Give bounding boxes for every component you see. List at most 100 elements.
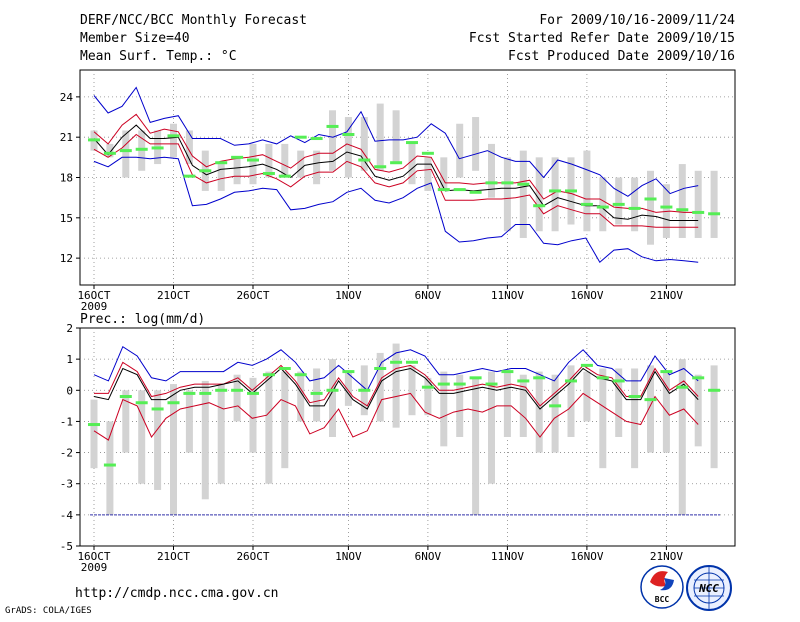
ensemble-bar [503,371,511,437]
ensemble-bar [694,170,702,238]
series-line-max [93,86,699,197]
ensemble-bar [233,374,241,422]
ensemble-bar [519,150,527,238]
ensemble-bar [615,368,623,437]
header-produced-date: Fcst Produced Date 2009/10/16 [508,49,735,64]
ensemble-bar [122,390,130,453]
header-title: DERF/NCC/BCC Monthly Forecast [80,13,307,28]
y-tick-label: -2 [60,447,73,460]
footer-url[interactable]: http://cmdp.ncc.cma.gov.cn [75,586,279,601]
series-line-spread_high [94,361,699,407]
ensemble-bar [392,343,400,428]
ensemble-bar [472,117,480,171]
ensemble-bar [201,380,209,500]
y-tick-label: 12 [60,252,73,265]
bcc-logo-swirl-red [650,571,668,587]
ensemble-bar [122,130,130,178]
ensemble-bar [344,117,352,178]
ensemble-bar [233,157,241,185]
ensemble-bar [297,150,305,178]
ensemble-bar [583,371,591,422]
header-period: For 2009/10/16-2009/11/24 [539,13,735,28]
ensemble-bar [615,177,623,225]
x-tick-label: 16NOV [570,550,603,563]
bcc-logo-swirl-blue [660,578,674,591]
ensemble-bar [154,390,162,490]
ensemble-bar [551,374,559,453]
y-tick-label: 18 [60,172,73,185]
ensemble-bar [90,399,98,469]
ensemble-bar [551,157,559,232]
ensemble-bar [488,143,495,198]
footer-grads: GrADS: COLA/IGES [5,606,92,616]
ensemble-bar [344,371,352,406]
ensemble-bar [535,157,543,232]
plot-frame [79,327,736,547]
ensemble-bar [376,352,384,422]
ensemble-bar [535,371,543,453]
ensemble-bar [456,123,464,178]
x-tick-label: 21NOV [650,550,683,563]
ensemble-bar [519,374,527,437]
ncc-logo-text: NCC [698,582,719,595]
ensemble-bar [265,143,273,178]
ensemble-bar [185,390,193,453]
x-tick-label: 6NOV [415,289,442,302]
x-tick-label: 6NOV [415,550,442,563]
ensemble-bar [329,359,336,437]
ensemble-bar [567,365,575,437]
y-tick-label: -3 [60,478,73,491]
header-start-date: Fcst Started Refer Date 2009/10/15 [469,31,735,46]
ensemble-bar [424,157,432,191]
ensemble-bar [281,371,289,469]
ensemble-bar [710,365,718,469]
header-variable: Mean Surf. Temp.: °C [80,49,237,64]
x-tick-label: 21OCT [157,289,190,302]
y-tick-label: 21 [60,131,73,144]
ensemble-bar [503,157,511,232]
ensemble-bar [678,359,686,515]
y-tick-label: 1 [66,353,73,366]
x-tick-label: 26OCT [236,289,269,302]
y-tick-label: -1 [60,415,73,428]
ensemble-bar [440,371,448,447]
ensemble-bar [631,177,639,232]
series-line-spread_low [93,392,699,441]
x-tick-label: 21NOV [650,289,683,302]
ensemble-bar [392,110,400,165]
x-tick-label: 26OCT [236,550,269,563]
y-tick-label: 15 [60,212,73,225]
ensemble-bar [631,368,639,469]
x-tick-label: 11NOV [491,289,524,302]
ensemble-bar [217,384,225,484]
ensemble-bar [170,384,177,515]
ensemble-bar [710,170,718,238]
bcc-logo-text: BCC [655,595,670,604]
ensemble-bar [472,377,480,515]
ensemble-bar [265,371,273,484]
x-tick-label: 21OCT [157,550,190,563]
y-tick-label: -5 [60,540,73,553]
ensemble-bar [313,150,321,185]
x-year-label: 2009 [81,300,108,313]
x-tick-label: 11NOV [491,550,524,563]
y-tick-label: -4 [60,509,74,522]
ensemble-bar [647,170,654,245]
precipitation-panel: -5 -4 -3 -2 -1 0 1 2 16OCT 21OCT 26OCT 1NOV 6NOV 11NO… [60,322,736,574]
ensemble-bar [408,365,416,416]
ensemble-bar [217,164,225,191]
ensemble-bar [329,110,336,171]
y-tick-label: 2 [66,322,73,335]
ensemble-bar [424,377,432,416]
ensemble-bar [249,143,257,185]
x-year-label: 2009 [81,561,108,574]
ensemble-bar [599,368,607,469]
x-tick-label: 1NOV [335,550,362,563]
ensemble-bar [360,117,368,171]
y-tick-label: 24 [60,91,74,104]
bcc-logo-ring [640,565,684,609]
ensemble-bar [138,390,146,484]
ensemble-bar [488,371,495,484]
ensemble-bar [678,164,686,238]
bcc-logo: BCC [640,565,684,609]
